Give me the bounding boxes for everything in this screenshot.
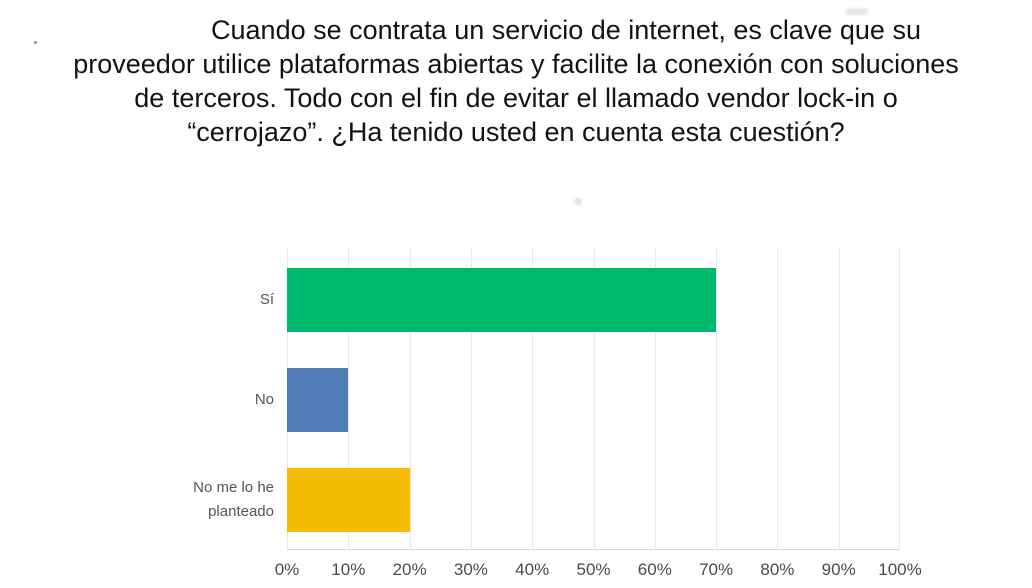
title-line-3: de terceros. Todo con el fin de evitar e… [134,83,898,113]
gridline [593,248,595,549]
x-tick-label: 40% [515,560,550,579]
x-tick-label: 70% [699,560,734,579]
gridline [470,248,472,549]
gridline [899,248,900,549]
category-label: No [254,391,274,408]
gridline [654,248,656,549]
chart-bar-3 [287,468,410,532]
category-label: No me lo he planteado [193,479,274,520]
x-tick-label: 0% [274,560,300,579]
y-axis-category-labels: Sí No No me lo he planteado [0,248,274,549]
x-axis-tick-labels: 0% 10% 20% 30% 40% 50% 60% 70% 80% 90% 100% [275,560,922,582]
chart-bar-1 [287,268,717,332]
gridline [348,248,350,549]
chart-bar-2 [287,368,349,432]
x-tick-label: 80% [760,560,795,579]
gridline [409,248,411,549]
category-label: Sí [259,291,274,308]
gridline [777,248,779,549]
title-line-2: proveedor utilice plataformas abiertas y… [73,49,959,79]
x-tick-label: 10% [331,560,366,579]
gridline [716,248,718,549]
x-tick-label: 50% [576,560,611,579]
x-tick-label: 100% [878,560,922,579]
gridline [838,248,840,549]
scan-artifact-dot [34,41,37,44]
chart-question-title: Cuando se contrata un servicio de intern… [0,13,1032,149]
x-tick-label: 30% [453,560,488,579]
gridline [532,248,534,549]
x-tick-label: 90% [821,560,856,579]
scan-artifact-smudge [574,198,582,205]
x-tick-label: 20% [392,560,427,579]
title-line-1: Cuando se contrata un servicio de intern… [211,15,921,45]
scan-artifact-smudge [845,8,869,15]
plot-area [287,248,900,550]
title-line-4: “cerrojazo”. ¿Ha tenido usted en cuenta … [187,117,845,147]
x-tick-label: 60% [637,560,672,579]
